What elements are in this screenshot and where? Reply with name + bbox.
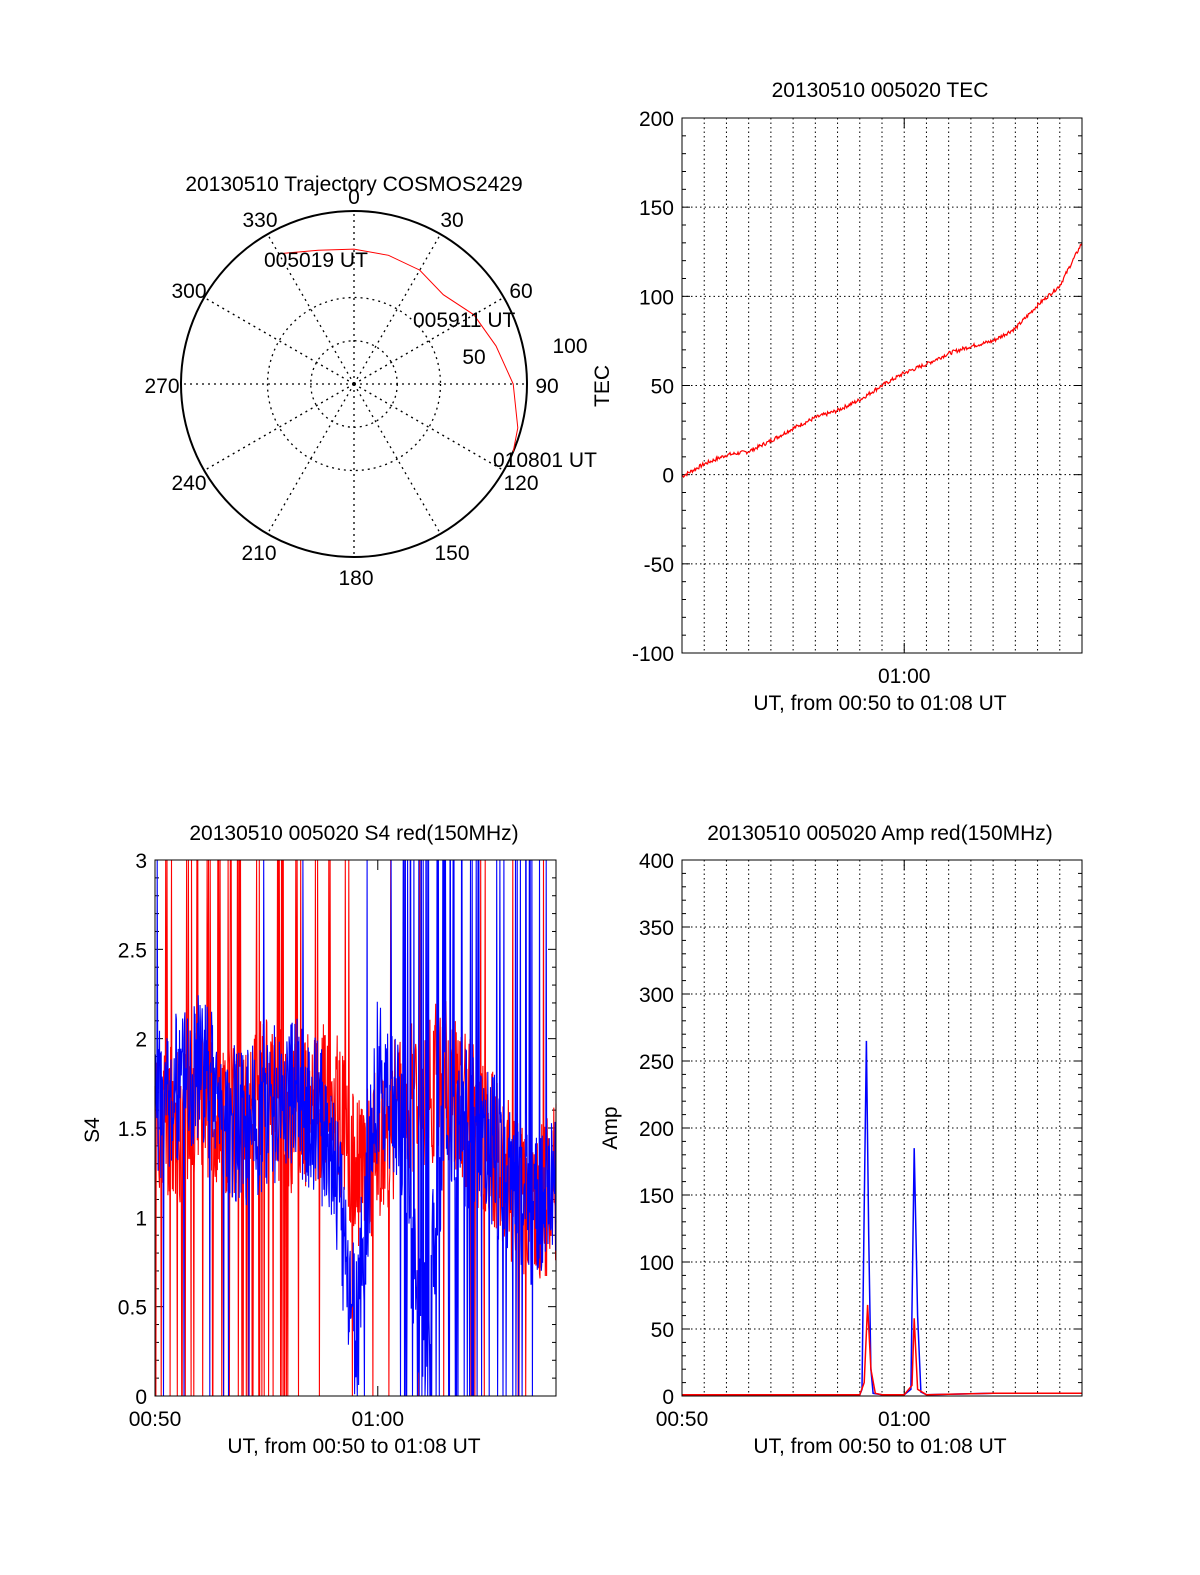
tec-ytick-label-0: -100 <box>632 643 674 666</box>
polar-azimuth-label-90: 90 <box>535 375 558 398</box>
amp-ytick-label-1: 50 <box>651 1319 674 1342</box>
s4-ytick-label-3: 1.5 <box>118 1118 147 1141</box>
s4-panel: 20130510 005020 S4 red(150MHz) 0 0.5 1 1.5 2… <box>81 822 557 1458</box>
amp-title: 20130510 005020 Amp red(150MHz) <box>707 822 1053 845</box>
amp-y-ticks: 0 50 100 150 200 250 300 350 400 <box>639 850 1082 1409</box>
amp-ytick-label-3: 150 <box>639 1185 674 1208</box>
tec-panel: 20130510 005020 TEC -100-50050100150200 … <box>591 79 1083 715</box>
polar-title: 20130510 Trajectory COSMOS2429 <box>185 173 522 196</box>
tec-x-ticks: 01:00 <box>878 118 931 688</box>
polar-grid-spoke-330 <box>266 233 355 385</box>
polar-azimuth-label-0: 0 <box>348 186 360 209</box>
amp-ytick-label-0: 0 <box>662 1386 674 1409</box>
polar-trajectory-line <box>278 248 519 452</box>
amp-ytick-label-8: 400 <box>639 850 674 873</box>
polar-radial-tick-50: 50 <box>462 346 485 369</box>
polar-azimuth-label-240: 240 <box>171 472 206 495</box>
tec-series-line <box>681 243 1083 479</box>
polar-radial-tick-100: 100 <box>552 335 587 358</box>
s4-x-label: UT, from 00:50 to 01:08 UT <box>227 1435 480 1458</box>
tec-ytick-label-2: 0 <box>662 465 674 488</box>
polar-azimuth-label-120: 120 <box>503 472 538 495</box>
tec-ytick-label-1: -50 <box>644 554 674 577</box>
s4-series-blue <box>154 859 557 1397</box>
polar-annotation-start: 005019 UT <box>264 249 368 272</box>
polar-annotation-end: 010801 UT <box>493 449 597 472</box>
tec-grid <box>682 118 1082 653</box>
polar-azimuth-label-150: 150 <box>434 542 469 565</box>
amp-series-red <box>682 1304 1082 1396</box>
s4-plot-frame <box>154 859 557 1397</box>
amp-x-label: UT, from 00:50 to 01:08 UT <box>753 1435 1006 1458</box>
amp-ytick-label-4: 200 <box>639 1118 674 1141</box>
polar-azimuth-label-330: 330 <box>242 209 277 232</box>
tec-ytick-label-3: 50 <box>651 376 674 399</box>
tec-xtick-label-0: 01:00 <box>878 665 931 688</box>
amp-ytick-label-6: 300 <box>639 984 674 1007</box>
polar-grid-spoke-120 <box>353 383 505 472</box>
polar-grid-spoke-240 <box>203 383 355 472</box>
s4-ytick-label-5: 2.5 <box>118 939 147 962</box>
polar-azimuth-label-180: 180 <box>338 567 373 590</box>
polar-annotation-mid: 005911 UT <box>413 309 516 332</box>
s4-ytick-label-0: 0 <box>135 1386 147 1409</box>
tec-ytick-label-5: 150 <box>639 197 674 220</box>
s4-ytick-label-6: 3 <box>135 850 147 873</box>
polar-azimuth-label-30: 30 <box>440 209 463 232</box>
tec-plot-frame <box>681 117 1083 654</box>
polar-grid <box>181 211 527 557</box>
s4-x-ticks: 00:50 01:00 <box>129 860 404 1431</box>
tec-x-label: UT, from 00:50 to 01:08 UT <box>753 692 1006 715</box>
s4-ytick-label-4: 2 <box>135 1029 147 1052</box>
tec-ytick-label-6: 200 <box>639 108 674 131</box>
amp-plot-frame <box>681 859 1083 1397</box>
amp-ytick-label-5: 250 <box>639 1051 674 1074</box>
polar-outer-circle <box>180 210 528 558</box>
amp-ytick-label-7: 350 <box>639 917 674 940</box>
polar-azimuth-label-210: 210 <box>241 542 276 565</box>
polar-azimuth-labels: 0 30 60 90 120 150 180 210 240 270 300 330 <box>144 186 558 590</box>
s4-xtick-label-1: 01:00 <box>351 1408 404 1431</box>
tec-title: 20130510 005020 TEC <box>772 79 989 102</box>
s4-data <box>154 859 557 1397</box>
amp-data <box>682 1040 1082 1396</box>
amp-grid <box>682 860 1082 1396</box>
polar-grid-spoke-30 <box>353 233 442 385</box>
amp-xtick-label-0: 00:50 <box>656 1408 709 1431</box>
polar-azimuth-label-270: 270 <box>144 375 179 398</box>
tec-y-ticks: -100 -50 0 50 100 150 200 <box>632 108 1082 666</box>
s4-xtick-label-0: 00:50 <box>129 1408 182 1431</box>
polar-grid-spoke-150 <box>353 383 442 535</box>
polar-panel: 20130510 Trajectory COSMOS2429 0 30 60 90 12… <box>144 173 597 590</box>
polar-azimuth-label-300: 300 <box>171 280 206 303</box>
polar-grid-spoke-300 <box>203 296 355 385</box>
tec-y-label: TEC <box>591 365 614 407</box>
s4-ytick-label-2: 1 <box>135 1207 147 1230</box>
polar-grid-spoke-210 <box>266 383 355 535</box>
tec-ytick-label-4: 100 <box>639 286 674 309</box>
amp-y-label: Amp <box>599 1106 622 1149</box>
polar-grid-spoke-60 <box>353 296 505 385</box>
amp-xtick-label-1: 01:00 <box>878 1408 931 1431</box>
amp-panel: 20130510 005020 Amp red(150MHz) 0 50 100 15… <box>599 822 1083 1458</box>
polar-grid-circle-50 <box>266 296 442 472</box>
s4-title: 20130510 005020 S4 red(150MHz) <box>189 822 518 845</box>
s4-ytick-label-1: 0.5 <box>118 1297 147 1320</box>
amp-ytick-label-2: 100 <box>639 1252 674 1275</box>
polar-azimuth-label-60: 60 <box>509 280 532 303</box>
s4-y-label: S4 <box>81 1117 104 1143</box>
